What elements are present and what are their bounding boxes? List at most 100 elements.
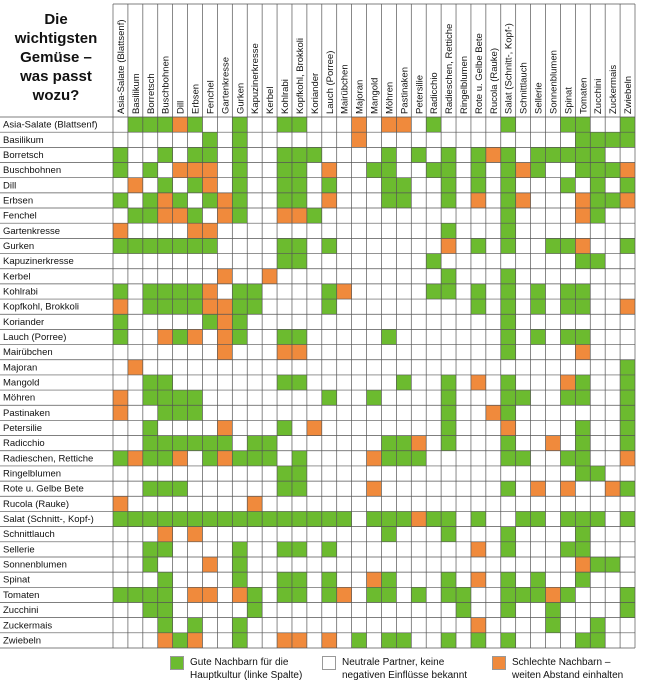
cell <box>545 268 561 284</box>
cell <box>142 602 158 618</box>
cell <box>187 359 203 375</box>
cell <box>187 299 203 315</box>
cell <box>605 147 621 163</box>
cell <box>262 435 278 451</box>
cell <box>485 435 501 451</box>
cell <box>172 192 188 209</box>
cell <box>306 359 322 375</box>
cell <box>306 405 322 421</box>
cell <box>262 420 278 436</box>
cell <box>485 511 501 527</box>
cell <box>605 405 621 421</box>
cell <box>515 435 531 451</box>
cell <box>336 177 352 193</box>
cell <box>247 208 263 224</box>
cell <box>575 162 591 178</box>
cell <box>426 192 442 209</box>
cell <box>470 541 486 557</box>
row-label: Kerbel <box>3 271 30 282</box>
cell <box>530 587 546 603</box>
cell <box>277 253 292 269</box>
cell <box>336 374 352 391</box>
cell <box>500 465 516 482</box>
cell <box>470 192 486 209</box>
cell <box>113 208 128 224</box>
row-label: Ringelblumen <box>3 469 61 480</box>
cell <box>530 314 546 330</box>
cell <box>306 344 322 360</box>
cell <box>247 268 263 284</box>
column-label: Kopfkohl, Brokkoli <box>295 38 306 114</box>
cell <box>113 147 128 163</box>
cell <box>172 147 188 163</box>
cell <box>530 268 546 284</box>
cell <box>426 359 442 375</box>
cell <box>142 374 158 391</box>
cell <box>113 329 128 345</box>
cell <box>321 177 337 193</box>
cell <box>560 602 576 618</box>
cell <box>515 420 531 436</box>
cell <box>470 238 486 254</box>
column-label: Borretsch <box>146 73 157 114</box>
cell <box>202 238 218 254</box>
cell <box>530 253 546 269</box>
cell <box>456 541 471 557</box>
cell <box>605 132 621 148</box>
cell <box>545 359 561 375</box>
cell <box>232 374 248 391</box>
cell <box>426 208 442 224</box>
cell <box>217 572 233 588</box>
cell <box>456 511 471 527</box>
cell <box>247 481 263 497</box>
cell <box>590 192 606 209</box>
cell <box>500 192 516 209</box>
cell <box>605 192 621 209</box>
cell <box>351 541 367 557</box>
cell <box>172 435 188 451</box>
cell <box>411 344 427 360</box>
cell <box>127 192 143 209</box>
row-label: Buschbohnen <box>3 165 61 176</box>
cell <box>396 177 412 193</box>
cell <box>396 420 412 436</box>
cell <box>515 496 531 512</box>
cell <box>172 405 188 421</box>
cell <box>411 496 427 512</box>
cell <box>396 223 412 239</box>
cell <box>157 526 173 542</box>
cell <box>396 587 412 603</box>
cell <box>381 526 397 542</box>
cell <box>321 192 337 209</box>
cell <box>411 465 427 482</box>
cell <box>456 132 471 148</box>
cell <box>113 344 128 360</box>
cell <box>351 572 367 588</box>
row-label: Sonnenblumen <box>3 560 67 571</box>
cell <box>262 299 278 315</box>
cell <box>485 496 501 512</box>
cell <box>530 299 546 315</box>
row-label: Rucola (Rauke) <box>3 499 69 510</box>
cell <box>575 511 591 527</box>
cell <box>127 496 143 512</box>
cell <box>277 541 292 557</box>
cell <box>426 481 442 497</box>
cell <box>247 602 263 618</box>
cell <box>157 223 173 239</box>
cell <box>127 314 143 330</box>
cell <box>470 390 486 406</box>
cell <box>500 253 516 269</box>
cell <box>127 253 143 269</box>
cell <box>232 602 248 618</box>
cell <box>381 192 397 209</box>
cell <box>232 617 248 633</box>
cell <box>187 496 203 512</box>
cell <box>262 496 278 512</box>
cell <box>291 405 307 421</box>
cell <box>441 465 457 482</box>
cell <box>336 556 352 573</box>
cell <box>247 223 263 239</box>
cell <box>426 511 442 527</box>
cell <box>291 223 307 239</box>
